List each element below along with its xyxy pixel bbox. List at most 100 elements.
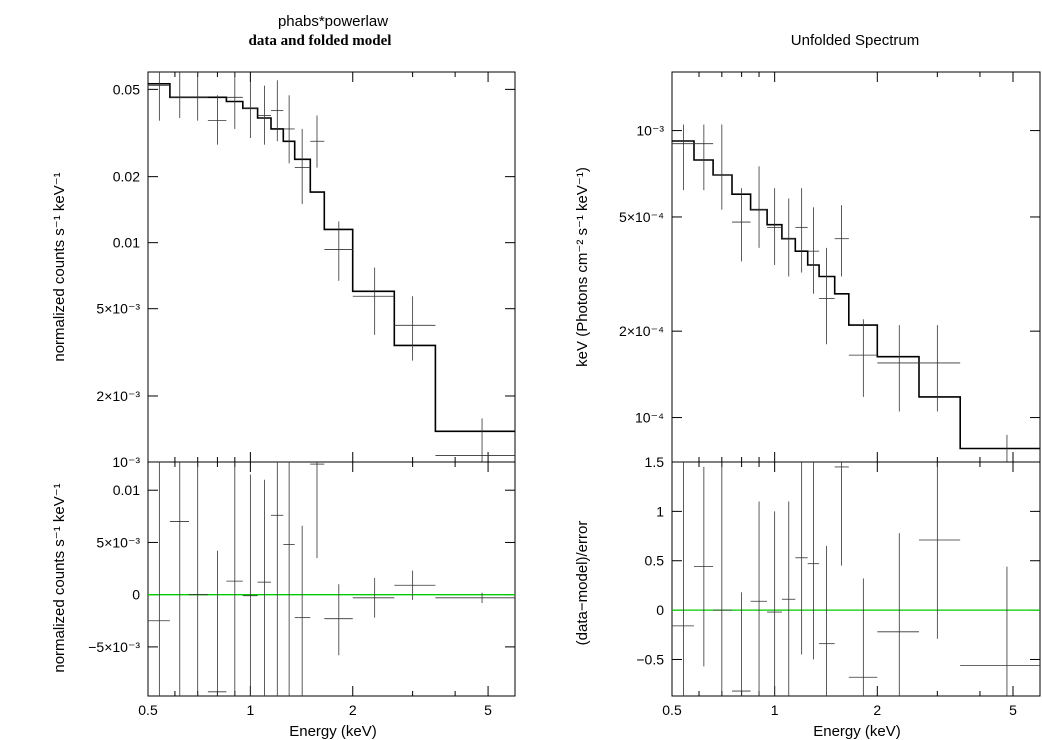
data-point <box>207 95 227 145</box>
data-point <box>283 95 295 164</box>
data-point <box>324 221 353 281</box>
data-point <box>257 85 272 145</box>
y-tick-label: 0.05 <box>113 81 140 97</box>
data-point <box>877 325 919 412</box>
data-point <box>693 124 714 191</box>
data-point <box>781 198 796 277</box>
data-point <box>189 72 208 121</box>
data-point <box>819 545 835 696</box>
y-tick-label: 10⁻³ <box>112 454 140 470</box>
y-tick-label: 0 <box>132 587 140 603</box>
y-tick-label: 10⁻³ <box>636 123 664 139</box>
data-point <box>732 188 751 262</box>
left-title: phabs*powerlaw <box>278 13 388 30</box>
model-step-line <box>672 140 1040 450</box>
data-point <box>148 462 170 696</box>
data-point <box>352 267 395 335</box>
data-point <box>795 188 808 273</box>
data-point <box>918 462 961 639</box>
data-point <box>207 550 227 696</box>
data-point <box>750 501 768 696</box>
left-subtitle: data and folded model <box>249 33 392 49</box>
y-tick-label: 5×10⁻³ <box>96 301 140 317</box>
right-title: Unfolded Spectrum <box>791 32 919 49</box>
data-point <box>713 124 733 210</box>
data-point <box>294 128 311 205</box>
data-point <box>324 584 353 656</box>
x-tick-label: 2 <box>349 702 357 718</box>
panel-left-bottom: 0.5 1 2 5 0.01 5×10⁻³ 0 −5×10⁻³ <box>88 461 516 718</box>
y-tick-label: 0.5 <box>645 553 665 569</box>
data-point <box>257 479 272 696</box>
x-tick-label: 1 <box>246 702 254 718</box>
data-point <box>310 462 325 559</box>
data-point <box>169 72 190 119</box>
data-point <box>767 188 782 266</box>
left-xlabel: Energy (keV) <box>289 723 377 740</box>
data-point <box>672 462 694 696</box>
data-point <box>283 462 295 696</box>
data-point <box>819 247 835 345</box>
data-point <box>672 124 694 191</box>
data-point <box>834 205 849 277</box>
y-tick-label: 5×10⁻⁴ <box>619 209 664 225</box>
y-tick-label: 1.5 <box>645 454 665 470</box>
data-point <box>435 592 515 604</box>
y-tick-label: 5×10⁻³ <box>96 534 140 550</box>
plot-frame <box>671 71 1041 463</box>
data-point <box>834 462 849 566</box>
y-tick-label: 0.02 <box>113 169 140 185</box>
data-point <box>750 166 768 248</box>
x-tick-label: 5 <box>484 702 492 718</box>
data-point <box>713 462 733 696</box>
data-point <box>294 525 311 696</box>
data-point <box>732 592 751 696</box>
model-step-line <box>148 83 515 433</box>
data-point <box>271 462 284 696</box>
data-point <box>271 80 284 142</box>
panel-left-top: 0.05 0.02 0.01 5×10⁻³ 2×10⁻³ 10⁻³ <box>96 71 516 470</box>
data-point <box>807 462 820 660</box>
x-tick-label: 2 <box>873 702 881 718</box>
right-top-ylabel: keV (Photons cm⁻² s⁻¹ keV⁻¹) <box>574 167 591 367</box>
data-point <box>960 566 1040 696</box>
data-point <box>169 462 190 696</box>
panel-right-bottom: 0.5 1 2 5 1.5 1 0.5 0 −0.5 <box>636 454 1041 718</box>
y-tick-label: −0.5 <box>636 651 664 667</box>
left-top-ylabel: normalized counts s⁻¹ keV⁻¹ <box>51 172 68 361</box>
y-tick-label: 1 <box>656 503 664 519</box>
data-point <box>242 82 258 139</box>
y-tick-label: −5×10⁻³ <box>88 639 140 655</box>
x-tick-label: 0.5 <box>138 702 158 718</box>
data-point <box>310 115 325 168</box>
data-point <box>848 319 878 397</box>
y-tick-label: 2×10⁻⁴ <box>619 323 664 339</box>
data-point <box>767 511 782 696</box>
data-point <box>795 462 808 655</box>
y-tick-label: 0.01 <box>113 482 140 498</box>
data-point <box>848 578 878 696</box>
plot-frame <box>671 461 1041 697</box>
panel-right-top: 10⁻³ 5×10⁻⁴ 2×10⁻⁴ 10⁻⁴ <box>619 71 1041 463</box>
y-tick-label: 10⁻⁴ <box>635 410 664 426</box>
y-tick-label: 0.01 <box>113 235 140 251</box>
x-tick-label: 0.5 <box>662 702 682 718</box>
data-point <box>877 533 919 696</box>
data-point <box>242 474 258 696</box>
data-point <box>226 462 243 696</box>
data-point <box>394 570 436 600</box>
x-tick-label: 1 <box>771 702 779 718</box>
y-tick-label: 0 <box>656 602 664 618</box>
data-point <box>807 207 820 294</box>
data-point <box>189 462 208 696</box>
y-tick-label: 2×10⁻³ <box>96 388 140 404</box>
data-point <box>226 72 243 129</box>
data-point <box>781 501 796 696</box>
x-tick-label: 5 <box>1009 702 1017 718</box>
data-point <box>352 577 395 618</box>
data-point <box>693 466 714 667</box>
data-point <box>918 325 961 412</box>
plot-frame <box>147 71 516 463</box>
data-point <box>435 418 515 462</box>
